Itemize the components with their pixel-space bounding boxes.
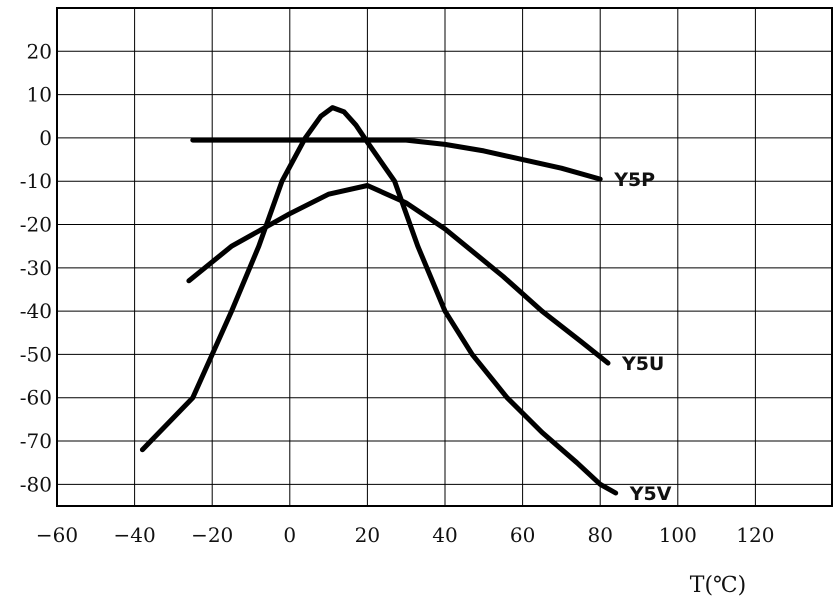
y-tick-label: -10	[20, 169, 52, 193]
series-line-y5u	[186, 183, 611, 366]
x-tick-label: −20	[191, 523, 233, 547]
y-tick-label: -50	[20, 342, 52, 366]
series-line-y5v	[139, 105, 619, 496]
y-tick-label: 0	[39, 126, 52, 150]
series-label-y5u: Y5U	[621, 353, 664, 375]
series-label-y5v: Y5V	[629, 483, 672, 505]
y-tick-label: -70	[20, 429, 52, 453]
x-tick-label: 20	[355, 523, 380, 547]
x-tick-label: 0	[283, 523, 296, 547]
series-label-y5p: Y5P	[613, 169, 655, 191]
series-line-y5p	[190, 137, 603, 182]
x-axis-title: T(℃)	[690, 573, 746, 597]
x-tick-label: 40	[432, 523, 457, 547]
series-lines	[139, 105, 619, 496]
x-tick-label: 60	[510, 523, 535, 547]
y-tick-label: 10	[27, 83, 52, 107]
y-tick-label: -40	[20, 299, 52, 323]
y-tick-label: -60	[20, 386, 52, 410]
x-tick-label: 80	[587, 523, 612, 547]
x-tick-label: 100	[659, 523, 697, 547]
x-tick-label: −60	[36, 523, 78, 547]
y-tick-label: 20	[27, 39, 52, 63]
y-tick-label: -80	[20, 472, 52, 496]
y-tick-label: -20	[20, 213, 52, 237]
x-tick-label: 120	[736, 523, 774, 547]
grid	[56, 7, 833, 507]
y-tick-label: -30	[20, 256, 52, 280]
x-tick-label: −40	[113, 523, 155, 547]
